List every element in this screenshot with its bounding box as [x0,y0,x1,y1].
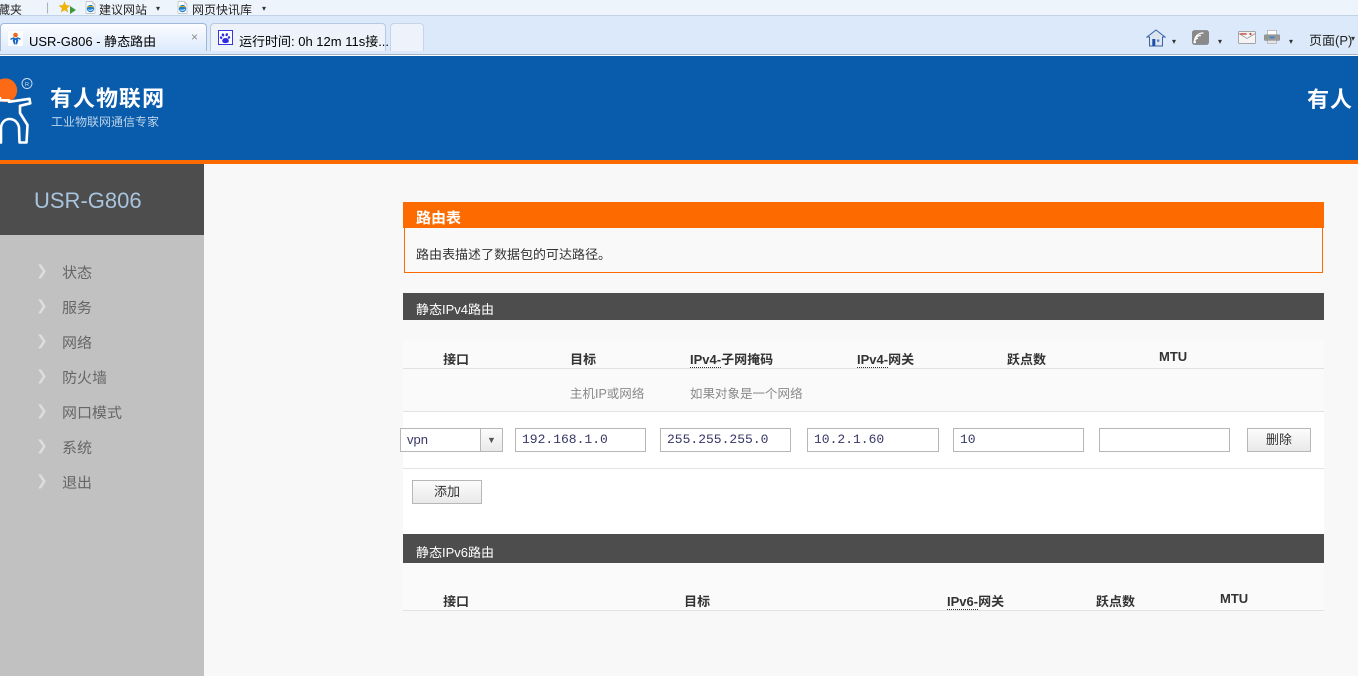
svg-text:R: R [25,82,29,88]
